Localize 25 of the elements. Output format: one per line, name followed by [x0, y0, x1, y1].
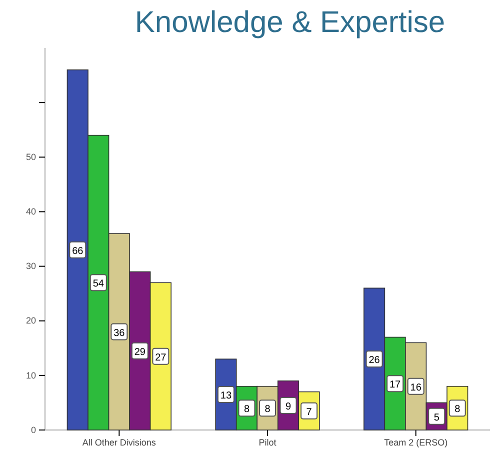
data-label: 9	[285, 401, 292, 412]
data-label: 16	[410, 382, 422, 394]
data-label: 27	[155, 352, 167, 364]
y-tick-label: 10	[26, 370, 36, 380]
data-label: 17	[390, 380, 402, 391]
y-tick-label: 0	[30, 424, 36, 435]
data-label: 54	[92, 278, 104, 290]
data-label: 8	[264, 404, 271, 416]
data-label: 29	[134, 346, 146, 358]
data-label: 66	[72, 246, 84, 257]
data-label: 7	[306, 406, 312, 418]
data-label: 8	[454, 404, 461, 416]
data-label: 8	[244, 404, 250, 416]
data-label: 5	[434, 412, 440, 424]
x-tick-label: All Other Divisions	[82, 437, 156, 448]
x-tick-label: Pilot	[258, 437, 277, 448]
chart-title: Knowledge & Expertise	[134, 6, 446, 39]
x-tick-label: Team 2 (ERSO)	[384, 437, 448, 448]
y-tick-label: 50	[26, 152, 36, 162]
data-label: 13	[220, 390, 232, 402]
data-label: 36	[114, 328, 126, 339]
data-label: 26	[368, 355, 380, 366]
y-tick-label: 30	[26, 261, 36, 272]
y-tick-label: 40	[26, 206, 36, 217]
y-tick-label: 20	[26, 316, 36, 326]
